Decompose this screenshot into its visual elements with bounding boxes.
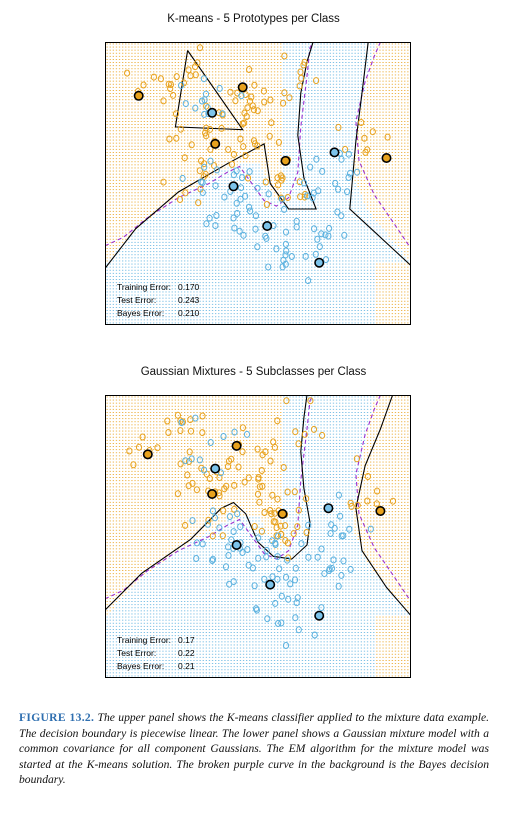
plot-gaussian-mixture-canvas: Training Error: 0.17 Test Error: 0.22 Bayes … <box>105 395 411 678</box>
error-label: Bayes Error: <box>117 308 164 318</box>
prototype-blue <box>210 463 221 474</box>
prototype-orange <box>231 440 242 451</box>
prototype-orange <box>142 449 153 460</box>
decision-boundary-3 <box>349 42 411 267</box>
prototype-blue <box>323 503 334 514</box>
prototype-centers <box>142 440 386 621</box>
prototype-orange <box>375 506 386 517</box>
error-label: Test Error: <box>117 648 156 658</box>
region-orange-dots <box>106 43 411 324</box>
error-value: 0.21 <box>178 661 195 671</box>
error-value: 0.22 <box>178 648 195 658</box>
training-points <box>126 397 397 649</box>
prototype-orange <box>381 153 392 164</box>
plot-frame <box>105 395 411 678</box>
error-label: Test Error: <box>117 295 156 305</box>
plot-frame <box>105 42 411 325</box>
error-value: 0.243 <box>178 295 200 305</box>
error-value: 0.170 <box>178 282 200 292</box>
figure-caption: FIGURE 13.2. The upper panel shows the K… <box>19 710 489 788</box>
figure-caption-text: The upper panel shows the K-means classi… <box>19 711 489 787</box>
prototype-blue <box>314 610 325 621</box>
plot-background <box>105 42 411 325</box>
prototype-blue <box>265 579 276 590</box>
prototype-blue <box>314 257 325 268</box>
prototype-orange <box>280 155 291 166</box>
error-label: Bayes Error: <box>117 661 164 671</box>
plot-gaussian-mixture: Training Error: 0.17 Test Error: 0.22 Bayes … <box>105 395 411 678</box>
plot-kmeans: Training Error: 0.170 Test Error: 0.243 Baye… <box>105 42 411 325</box>
bayes-boundary-left <box>105 395 314 600</box>
error-value: 0.210 <box>178 308 200 318</box>
prototype-blue <box>329 147 340 158</box>
prototype-blue <box>228 181 239 192</box>
figure-label: FIGURE 13.2. <box>19 711 95 724</box>
bayes-boundary-right <box>355 395 411 602</box>
region-orange-dots <box>106 396 411 677</box>
decision-boundary-1 <box>105 395 311 611</box>
panel-1-title: K-means - 5 Prototypes per Class <box>167 13 340 25</box>
bayes-boundary-left <box>105 42 314 247</box>
decision-boundary-2 <box>105 42 317 269</box>
prototype-blue <box>207 107 218 118</box>
bayes-boundary-right <box>355 42 411 249</box>
prototype-orange <box>237 82 248 93</box>
prototype-centers <box>133 82 392 268</box>
prototype-blue <box>262 221 273 232</box>
error-label: Training Error: <box>117 282 171 292</box>
prototype-blue <box>231 540 242 551</box>
panel-2-title: Gaussian Mixtures - 5 Subclasses per Cla… <box>140 366 367 378</box>
training-points <box>124 44 391 285</box>
prototype-orange <box>210 138 221 149</box>
error-label: Training Error: <box>117 635 171 645</box>
prototype-orange <box>133 90 144 101</box>
prototype-orange <box>277 508 288 519</box>
prototype-orange <box>207 489 218 500</box>
error-value: 0.17 <box>178 635 195 645</box>
plot-kmeans-canvas: Training Error: 0.170 Test Error: 0.243 Baye… <box>105 42 411 325</box>
